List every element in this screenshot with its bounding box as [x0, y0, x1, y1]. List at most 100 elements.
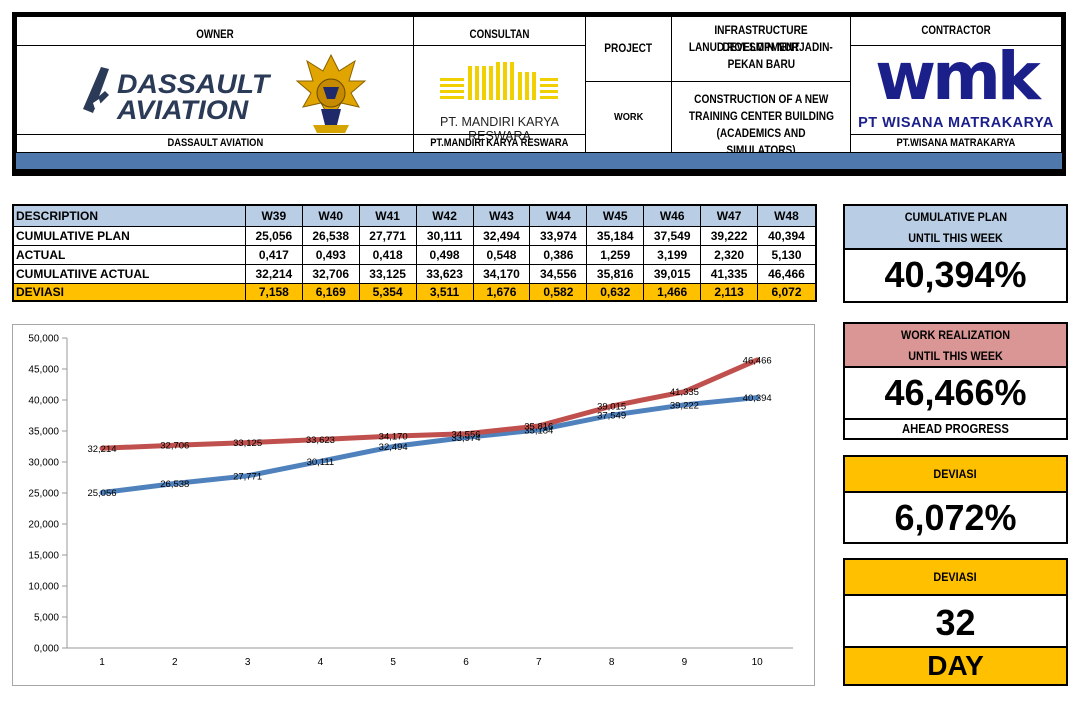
work-value-2: TRAINING CENTER BUILDING [672, 109, 850, 126]
table-cell: 33,623 [417, 265, 474, 283]
x-tick-label: 7 [536, 657, 542, 668]
data-label: 27,771 [233, 471, 262, 482]
dassault-wordmark-1: DASSAULT [117, 69, 270, 99]
x-tick-label: 5 [390, 657, 396, 668]
progress-table: DESCRIPTION W39 W40 W41 W42 W43 W44 W45 W46 W47 W4… [12, 204, 817, 302]
wmk-logo-name: PT WISANA MATRAKARYA [858, 115, 1054, 131]
real-status-text: AHEAD PROGRESS [902, 422, 1009, 436]
dev-label: DEVIASI [845, 467, 1066, 481]
data-label: 25,056 [87, 488, 116, 499]
table-cell: 1,259 [587, 246, 645, 264]
dassault-bird-icon [83, 67, 109, 113]
table-cell: 37,549 [644, 227, 702, 245]
project-value-1-text: INFRASTRUCTURE DEVELOPMENT [714, 25, 808, 54]
x-tick-label: 3 [245, 657, 251, 668]
y-tick-label: 45,000 [28, 365, 59, 376]
table-cell: 39,015 [644, 265, 702, 283]
project-work-label-cell: PROJECT WORK [585, 16, 672, 153]
real-label-1: WORK REALIZATION [845, 328, 1066, 342]
data-label: 37,549 [597, 411, 626, 422]
data-label: 34,556 [451, 429, 480, 440]
dev-divider [845, 491, 1066, 493]
wmk-logo: wmk [875, 38, 1041, 115]
table-cell: 2,113 [701, 284, 759, 300]
x-tick-label: 10 [752, 657, 764, 668]
table-cell: 3,199 [644, 246, 702, 264]
plan-label-1: CUMULATIVE PLAN [845, 210, 1066, 224]
table-cell: 1,466 [644, 284, 702, 300]
owner-footer: DASSAULT AVIATION [17, 134, 413, 152]
dev-value: 6,072% [894, 497, 1017, 538]
work-value-1-text: CONSTRUCTION OF A NEW [693, 94, 829, 106]
data-label: 40,394 [743, 393, 772, 404]
project-label-text: PROJECT [604, 43, 653, 55]
day-label-bg [845, 560, 1066, 594]
project-value-2: LANUD ROESMIN NURJADIN- [672, 40, 850, 57]
day-unit: DAY [927, 650, 984, 681]
y-tick-label: 0,000 [34, 644, 59, 655]
table-cell: 5,354 [360, 284, 417, 300]
contractor-cell: CONTRACTOR wmk PT WISANA MATRAKARYA PT.W… [850, 16, 1062, 153]
project-value-3: PEKAN BARU [672, 57, 850, 74]
consultant-title: CONSULTAN [469, 29, 530, 41]
real-divider [845, 366, 1066, 368]
table-cell: 41,335 [701, 265, 759, 283]
real-label-2: UNTIL THIS WEEK [845, 349, 1066, 363]
y-tick-label: 50,000 [28, 334, 59, 345]
table-row: CUMULATIIVE ACTUAL 32,214 32,706 33,125 33,6… [14, 265, 815, 284]
table-cell: 27,771 [360, 227, 417, 245]
table-cell: 3,511 [417, 284, 474, 300]
table-cell: 5,130 [771, 248, 802, 262]
plan-value: 40,394% [884, 254, 1027, 295]
table-cell: 39,222 [701, 227, 759, 245]
data-label: 41,335 [670, 387, 699, 398]
project-work-value-cell: INFRASTRUCTURE DEVELOPMENT LANUD ROESMIN… [671, 16, 851, 157]
data-label: 33,125 [233, 438, 262, 449]
x-tick-label: 6 [463, 657, 469, 668]
cumulative-actual-line [99, 357, 760, 451]
data-label: 32,706 [160, 441, 189, 452]
data-label: 34,170 [379, 432, 408, 443]
column-header-week: W48 [774, 209, 799, 223]
table-cell: 0,418 [360, 246, 417, 264]
mandiri-logo-icon [440, 62, 558, 100]
y-tick-label: 35,000 [28, 427, 59, 438]
table-cell: 0,386 [530, 246, 588, 264]
consultant-footer: PT.MANDIRI KARYA RESWARA [414, 134, 585, 152]
data-label: 35,816 [524, 421, 553, 432]
row-label: DEVIASI [14, 284, 246, 300]
table-cell: 46,466 [768, 267, 805, 281]
table-cell: 0,548 [474, 246, 531, 264]
table-cell: 32,706 [303, 265, 360, 283]
column-header-week: W44 [530, 206, 588, 226]
project-value-3-text: PEKAN BARU [727, 59, 795, 71]
table-cell: 33,125 [360, 265, 417, 283]
day-label: DEVIASI [845, 570, 1066, 584]
real-status: AHEAD PROGRESS [845, 422, 1066, 436]
table-cell: 0,632 [587, 284, 645, 300]
air-force-emblem-icon [295, 53, 367, 133]
table-cell: 2,320 [701, 246, 759, 264]
column-header-week: W40 [303, 206, 360, 226]
deviation-days-panel: DEVIASI 32 DAY [843, 558, 1068, 686]
column-header-description: DESCRIPTION [14, 206, 246, 226]
work-label: WORK [586, 109, 671, 126]
table-cell: 33,974 [530, 227, 588, 245]
table-cell: 26,538 [303, 227, 360, 245]
dassault-logo: DASSAULT AVIATION [79, 61, 269, 125]
row-label: CUMULATIIVE ACTUAL [14, 265, 246, 283]
table-cell: 6,072 [771, 285, 802, 299]
consultant-divider [414, 45, 585, 46]
table-cell: 40,394 [768, 229, 805, 243]
x-tick-label: 8 [609, 657, 615, 668]
report-header: OWNER DASSAULT AVIATION DASSAULT AVIATIO… [12, 12, 1066, 176]
real-label-1-text: WORK REALIZATION [900, 328, 1010, 342]
day-divider-2 [845, 646, 1066, 648]
day-label-text: DEVIASI [933, 570, 978, 584]
real-status-divider [845, 418, 1066, 420]
table-cell: 7,158 [246, 284, 303, 300]
owner-divider [17, 45, 413, 46]
data-label: 39,222 [670, 400, 699, 411]
plan-label-bg [845, 206, 1066, 248]
mandiri-logo-text: PT. MANDIRI KARYA RESWARA [439, 115, 559, 143]
